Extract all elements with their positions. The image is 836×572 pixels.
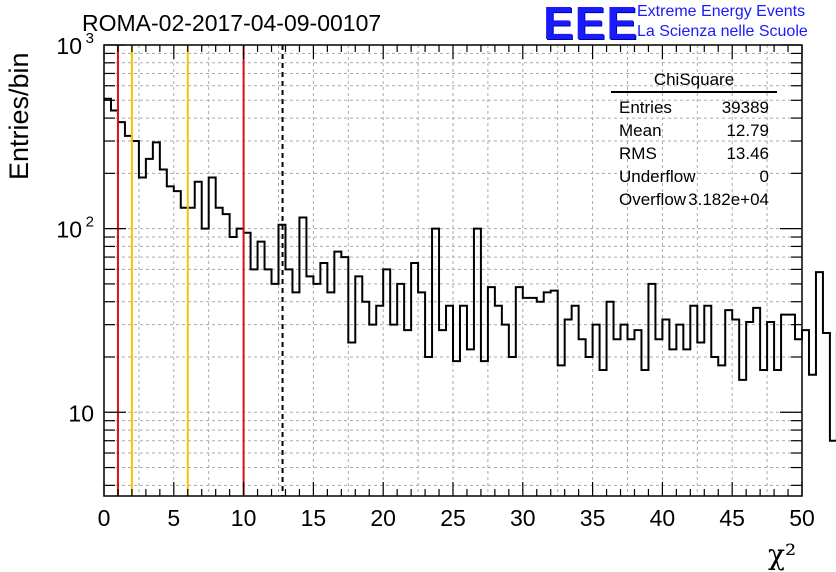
stats-value: 3.182e+04 (688, 190, 769, 209)
stats-label: RMS (619, 144, 657, 163)
stats-row-rms: RMS 13.46 (611, 142, 777, 165)
stats-label: Underflow (619, 167, 696, 186)
stats-value: 13.46 (726, 144, 769, 163)
logo-subtitle-line1: Extreme Energy Events (637, 3, 806, 20)
stats-value: 12.79 (726, 121, 769, 140)
stats-label: Entries (619, 98, 672, 117)
stats-value: 0 (759, 167, 769, 186)
y-tick-exponent: 2 (86, 214, 94, 231)
stats-title: ChiSquare (611, 70, 777, 93)
logo-subtitle-line2: La Scienza nelle Scuole (637, 23, 808, 40)
stats-row-underflow: Underflow 0 (611, 165, 777, 188)
x-tick-label: 5 (167, 505, 180, 531)
x-tick-label: 0 (98, 505, 111, 531)
y-tick-label: 10 (56, 33, 82, 59)
x-tick-label: 50 (789, 505, 815, 531)
stats-row-mean: Mean 12.79 (611, 119, 777, 142)
y-tick-exponent: 3 (86, 30, 94, 47)
stats-row-overflow: Overflow 3.182e+04 (611, 188, 777, 211)
stats-label: Mean (619, 121, 662, 140)
y-axis-label: Entries/bin (4, 52, 34, 180)
stats-box: ChiSquare Entries 39389 Mean 12.79 RMS 1… (611, 70, 777, 211)
x-axis-label: χ² (768, 538, 797, 571)
eee-logo: EEE (543, 0, 639, 49)
x-tick-label: 30 (510, 505, 536, 531)
x-tick-label: 25 (440, 505, 466, 531)
y-tick-label: 10 (56, 217, 82, 243)
plot-title: ROMA-02-2017-04-09-00107 (82, 10, 382, 36)
stats-value: 39389 (721, 98, 769, 117)
x-tick-label: 20 (370, 505, 396, 531)
x-tick-label: 40 (650, 505, 676, 531)
y-tick-label: 10 (68, 400, 94, 426)
stats-label: Overflow (619, 190, 687, 209)
x-tick-label: 45 (719, 505, 745, 531)
x-tick-label: 15 (301, 505, 327, 531)
x-tick-label: 35 (580, 505, 606, 531)
stats-row-entries: Entries 39389 (611, 96, 777, 119)
x-tick-label: 10 (231, 505, 257, 531)
